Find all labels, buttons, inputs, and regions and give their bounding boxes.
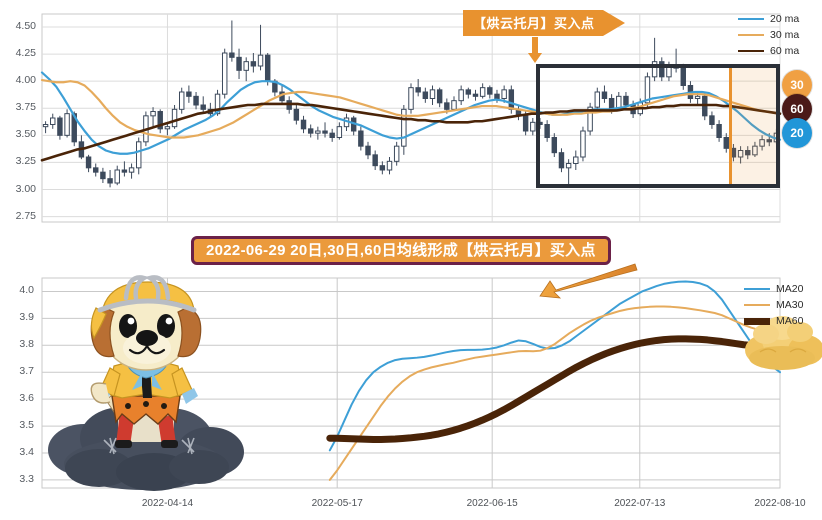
top-ma-line-20ma xyxy=(40,71,782,155)
top-legend-swatch-icon xyxy=(738,50,764,52)
bottom-y-tick: 3.8 xyxy=(19,338,34,351)
top-legend-label: 60 ma xyxy=(770,45,800,57)
top-ma-line-30ma xyxy=(40,78,782,139)
golden-cloud xyxy=(742,310,822,372)
top-chart-legend: 20 ma 30 ma 60 ma xyxy=(738,11,799,59)
top-legend-item[interactable]: 30 ma xyxy=(738,27,799,43)
top-legend-item[interactable]: 20 ma xyxy=(738,11,799,27)
x-tick: 2022-04-14 xyxy=(141,498,194,509)
ma-badge-20-label: 20 xyxy=(790,126,804,140)
bottom-y-tick: 3.3 xyxy=(19,472,34,485)
top-y-tick: 2.75 xyxy=(15,209,36,222)
bottom-legend-item[interactable]: MA60 xyxy=(744,313,803,329)
ma-badge-20: 20 xyxy=(782,118,812,148)
top-legend-label: 20 ma xyxy=(770,13,800,25)
bottom-ma-line-MA60 xyxy=(326,335,784,444)
top-legend-swatch-icon xyxy=(738,18,764,20)
bottom-legend-swatch-icon xyxy=(744,317,770,325)
ma-badge-30-label: 30 xyxy=(790,78,804,92)
bottom-legend-swatch-icon xyxy=(744,304,770,306)
x-tick: 2022-08-10 xyxy=(754,498,806,509)
top-y-tick: 3.25 xyxy=(15,155,36,168)
bottom-ma-line-MA20 xyxy=(328,280,781,452)
top-y-tick: 3.00 xyxy=(15,182,36,195)
bottom-ma-line-MA30 xyxy=(328,305,781,481)
bottom-legend-swatch-icon xyxy=(744,288,770,290)
bottom-legend-label: MA30 xyxy=(776,299,804,311)
top-legend-swatch-icon xyxy=(738,34,764,36)
top-y-tick: 4.00 xyxy=(15,74,36,87)
top-legend-item[interactable]: 60 ma xyxy=(738,43,799,59)
bottom-legend-label: MA60 xyxy=(776,315,804,327)
bottom-y-tick: 4.0 xyxy=(19,284,34,297)
buy-point-down-arrow xyxy=(527,37,543,63)
golden-cloud-shape xyxy=(745,316,822,370)
ma-badge-60-label: 60 xyxy=(790,102,804,116)
down-arrow-head xyxy=(528,53,542,63)
bottom-legend-label: MA20 xyxy=(776,283,804,295)
top-y-tick: 3.50 xyxy=(15,128,36,141)
top-y-tick: 3.75 xyxy=(15,101,36,114)
top-y-tick: 4.50 xyxy=(15,20,36,32)
top-candlestick-chart xyxy=(0,0,822,232)
dog-body-shape xyxy=(90,360,198,448)
bottom-y-tick: 3.6 xyxy=(19,392,34,405)
bottom-legend-item[interactable]: MA20 xyxy=(744,281,803,297)
ma-badge-60: 60 xyxy=(782,94,812,124)
dog-head-shape xyxy=(90,275,202,371)
bottom-y-tick: 3.9 xyxy=(19,311,34,324)
bottom-chart-legend: MA20 MA30 MA60 xyxy=(744,281,803,329)
bottom-y-tick: 3.7 xyxy=(19,365,34,378)
dog-on-cloud-mascot xyxy=(44,272,249,494)
bottom-legend-item[interactable]: MA30 xyxy=(744,297,803,313)
buy-point-flag-text: 【烘云托月】买入点 xyxy=(473,16,595,31)
top-ma-line-60ma xyxy=(40,102,782,162)
title-ribbon: 2022-06-29 20日,30日,60日均线形成【烘云托月】买入点 xyxy=(191,236,611,265)
top-chart-svg xyxy=(40,13,782,223)
x-tick: 2022-06-15 xyxy=(466,498,518,509)
bottom-y-tick: 3.5 xyxy=(19,419,34,432)
x-tick: 2022-07-13 xyxy=(614,498,666,509)
top-legend-label: 30 ma xyxy=(770,29,800,41)
diagonal-arrow-shape xyxy=(539,263,638,299)
highlight-band xyxy=(729,64,780,188)
title-ribbon-text: 2022-06-29 20日,30日,60日均线形成【烘云托月】买入点 xyxy=(206,242,596,259)
pointer-arrow-diagonal xyxy=(520,262,640,304)
bottom-y-tick: 3.4 xyxy=(19,446,34,458)
top-y-tick: 4.25 xyxy=(15,47,36,60)
down-arrow-stem xyxy=(532,37,538,54)
x-tick: 2022-05-17 xyxy=(311,498,363,509)
buy-point-flag-banner: 【烘云托月】买入点 xyxy=(463,10,625,36)
